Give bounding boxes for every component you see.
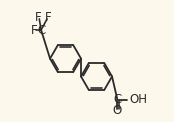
Text: C: C <box>37 24 45 36</box>
Text: C: C <box>113 93 121 106</box>
Text: F: F <box>31 24 37 36</box>
Text: O: O <box>113 104 122 117</box>
Text: F: F <box>35 11 41 24</box>
Text: OH: OH <box>129 93 147 106</box>
Text: F: F <box>45 11 52 24</box>
